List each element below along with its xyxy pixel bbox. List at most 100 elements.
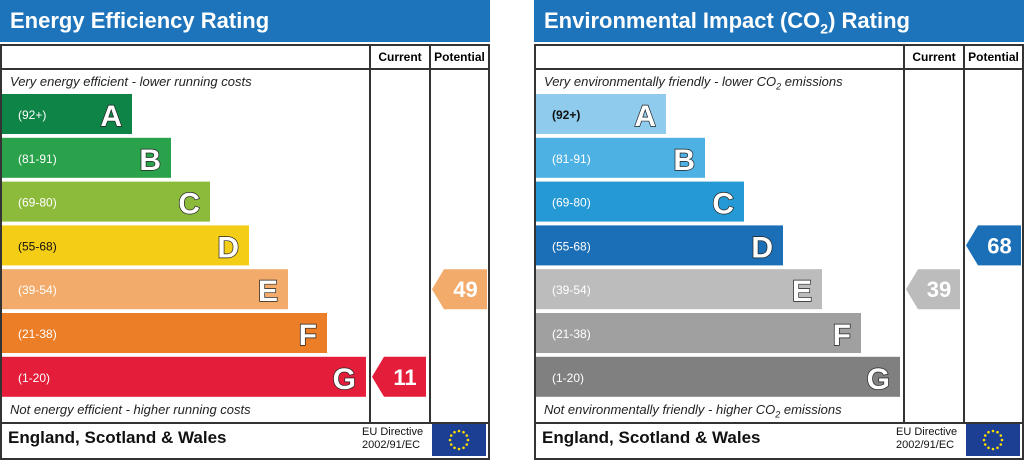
band-range-e: (39-54) [552,283,591,297]
band-bar-d [536,225,783,266]
eu-directive-line1: EU Directive [362,426,424,438]
band-bar-b [536,137,705,178]
footer-divider [534,422,1024,424]
eu-star [996,446,999,450]
title-subscript: 2 [820,20,829,37]
current-rating-arrow [372,356,426,397]
band-range-f: (21-38) [552,327,591,341]
band-letter-b: B [673,144,695,177]
band-letter-d: D [751,231,773,264]
eu-directive-text: EU Directive 2002/91/EC [362,426,423,452]
eu-star [982,438,986,442]
band-bar-f [536,313,861,353]
eu-directive-line2: 2002/91/EC [362,439,421,451]
eu-star [453,430,456,434]
band-bar-b [2,137,171,178]
band-range-d: (55-68) [18,239,57,253]
potential-rating-value: 68 [987,233,1011,258]
eu-star [457,429,461,433]
potential-rating-arrow [966,225,1021,266]
potential-column-divider [963,44,965,424]
eu-star [1000,438,1004,442]
region-label: England, Scotland & Wales [542,428,761,447]
eu-star [465,434,469,437]
eu-star [457,447,461,451]
bottom-caption-end: emissions [780,402,842,417]
environmental-impact-panel: Environmental Impact (CO2) Rating Curren… [534,0,1024,460]
band-bar-c [2,181,210,222]
current-rating-arrow [906,269,960,310]
top-caption-end: emissions [781,74,843,89]
bottom-caption: Not environmentally friendly - higher CO… [544,402,842,420]
energy-rating-bands: (92+) A (81-91) B (69-80) C (55-68) D (39-54) E (2… [2,94,487,397]
band-letter-f: F [299,319,317,352]
band-letter-f: F [833,319,851,352]
band-range-a: (92+) [552,108,580,122]
footer-divider [0,422,490,424]
band-range-c: (69-80) [552,196,591,210]
eu-directive-text: EU Directive 2002/91/EC [896,426,957,452]
eu-star [983,434,987,437]
energy-efficiency-frame [0,44,490,460]
header-divider [534,68,1024,70]
band-bar-f [2,313,327,353]
eu-star [999,443,1003,446]
eu-star [448,438,452,442]
eu-star [449,443,453,446]
band-bar-c [536,181,744,222]
band-range-b: (81-91) [18,152,57,166]
band-bar-g [536,356,900,397]
eu-flag-icon [432,424,486,456]
band-bar-e [536,269,822,310]
eu-star [449,434,453,437]
band-letter-g: G [867,363,890,396]
current-column-header: Current [378,50,422,64]
title-end: ) Rating [828,8,910,33]
eu-directive-line2: 2002/91/EC [896,439,955,451]
band-bar-e [2,269,288,310]
band-letter-e: E [258,275,278,308]
top-caption: Very energy efficient - lower running co… [10,74,252,89]
header-divider [0,68,490,70]
band-range-g: (1-20) [552,371,584,385]
title-main: Environmental Impact (CO [544,8,821,33]
bottom-caption-sub: 2 [775,409,781,420]
band-bar-a [2,94,132,134]
bottom-caption-main: Not environmentally friendly - higher CO [544,402,776,417]
bottom-caption: Not energy efficient - higher running co… [10,402,251,417]
current-column-divider [369,44,371,424]
potential-rating-value: 49 [453,277,477,302]
eu-star [991,447,995,451]
eu-star [465,443,469,446]
top-caption-sub: 2 [776,81,782,92]
eu-star [999,434,1003,437]
top-caption-main: Very environmentally friendly - lower CO [544,74,777,89]
band-bar-a [536,94,666,134]
potential-rating-arrow [432,269,487,310]
eu-star [462,446,465,450]
energy-efficiency-title: Energy Efficiency Rating [0,0,490,42]
band-letter-g: G [333,363,356,396]
eu-flag-icon [966,424,1020,456]
eu-star [987,446,990,450]
potential-column-header: Potential [968,50,1019,64]
band-letter-c: C [178,188,200,221]
eu-star [983,443,987,446]
band-range-e: (39-54) [18,283,57,297]
band-letter-e: E [792,275,812,308]
current-rating-value: 11 [393,365,416,390]
current-rating-value: 39 [927,277,951,302]
potential-column-divider [429,44,431,424]
environmental-impact-title: Environmental Impact (CO2) Rating [534,0,1024,42]
environmental-impact-frame [534,44,1024,460]
top-caption: Very environmentally friendly - lower CO… [544,74,843,92]
energy-efficiency-panel: Energy Efficiency Rating Current Potenti… [0,0,490,460]
band-letter-a: A [100,100,122,133]
band-range-g: (1-20) [18,371,50,385]
band-range-c: (69-80) [18,196,57,210]
band-letter-a: A [634,100,656,133]
band-bar-g [2,356,366,397]
band-range-b: (81-91) [552,152,591,166]
band-range-f: (21-38) [18,327,57,341]
eu-star [991,429,995,433]
